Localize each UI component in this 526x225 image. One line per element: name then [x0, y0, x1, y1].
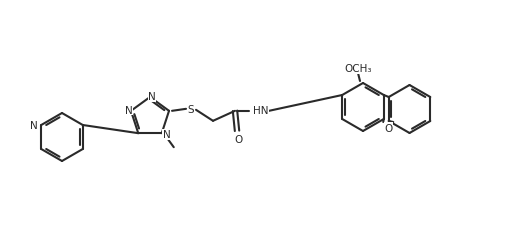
Text: O: O	[234, 134, 242, 144]
Text: N: N	[163, 130, 170, 140]
Text: N: N	[125, 105, 133, 115]
Text: HN: HN	[254, 105, 269, 115]
Text: N: N	[31, 120, 38, 130]
Text: N: N	[148, 92, 156, 101]
Text: O: O	[384, 124, 392, 133]
Text: S: S	[188, 104, 194, 114]
Text: OCH₃: OCH₃	[344, 64, 372, 74]
